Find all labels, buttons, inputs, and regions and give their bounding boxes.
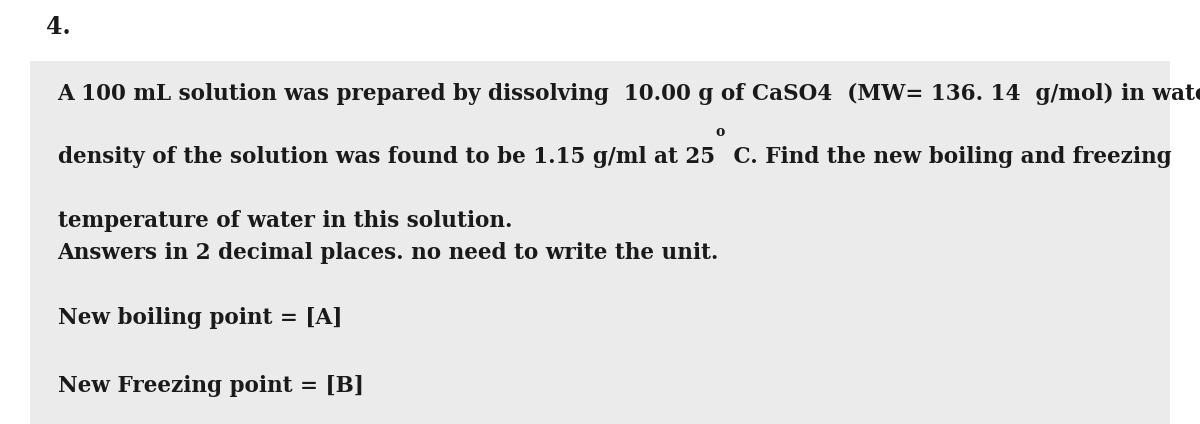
Text: New boiling point = [A]: New boiling point = [A] bbox=[58, 307, 342, 329]
Text: temperature of water in this solution.: temperature of water in this solution. bbox=[58, 210, 512, 232]
Text: Answers in 2 decimal places. no need to write the unit.: Answers in 2 decimal places. no need to … bbox=[58, 242, 719, 264]
Text: density of the solution was found to be 1.15 g/ml at 25: density of the solution was found to be … bbox=[58, 146, 715, 168]
Text: C. Find the new boiling and freezing: C. Find the new boiling and freezing bbox=[726, 146, 1171, 168]
Text: o: o bbox=[715, 125, 725, 139]
Bar bbox=[30, 61, 1170, 424]
Text: New Freezing point = [B]: New Freezing point = [B] bbox=[58, 375, 364, 397]
Text: A 100 mL solution was prepared by dissolving  10.00 g of CaSO4  (MW= 136. 14  g/: A 100 mL solution was prepared by dissol… bbox=[58, 83, 1200, 105]
Text: 4.: 4. bbox=[46, 15, 71, 39]
